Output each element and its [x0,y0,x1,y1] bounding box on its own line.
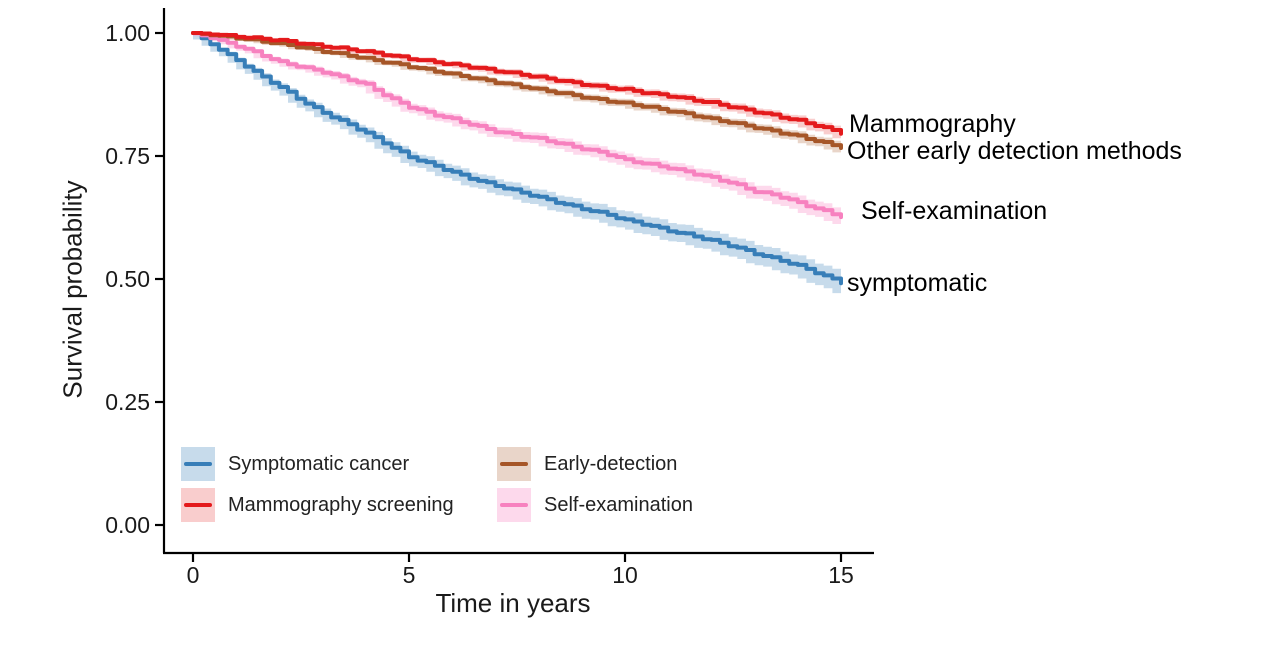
legend-key-mammography-screening [181,488,215,522]
curve-label-symptomatic: symptomatic [847,269,988,297]
legend-key-self-examination [497,488,531,522]
y-tick-label: 0.25 [105,389,150,415]
legend-label: Early-detection [544,453,678,475]
legend-label: Self-examination [544,494,693,516]
x-axis-title: Time in years [435,588,591,618]
y-tick-label: 1.00 [105,20,150,46]
curve-label-self-examination: Self-examination [861,197,1048,225]
legend-label: Symptomatic cancer [228,453,410,475]
curve-label-early-detection: Other early detection methods [847,137,1182,165]
curve-label-mammography: Mammography [849,110,1016,138]
x-tick-label: 0 [186,562,200,588]
y-axis-title: Survival probability [57,180,88,399]
y-tick-label: 0.00 [105,512,150,538]
y-tick-label: 0.75 [105,143,150,169]
x-tick-label: 10 [612,562,638,588]
legend-key-early-detection [497,447,531,481]
x-tick-label: 5 [402,562,416,588]
x-tick-label: 15 [828,562,854,588]
legend-key-symptomatic-cancer [181,447,215,481]
legend-label: Mammography screening [228,494,454,516]
y-tick-label: 0.50 [105,266,150,292]
